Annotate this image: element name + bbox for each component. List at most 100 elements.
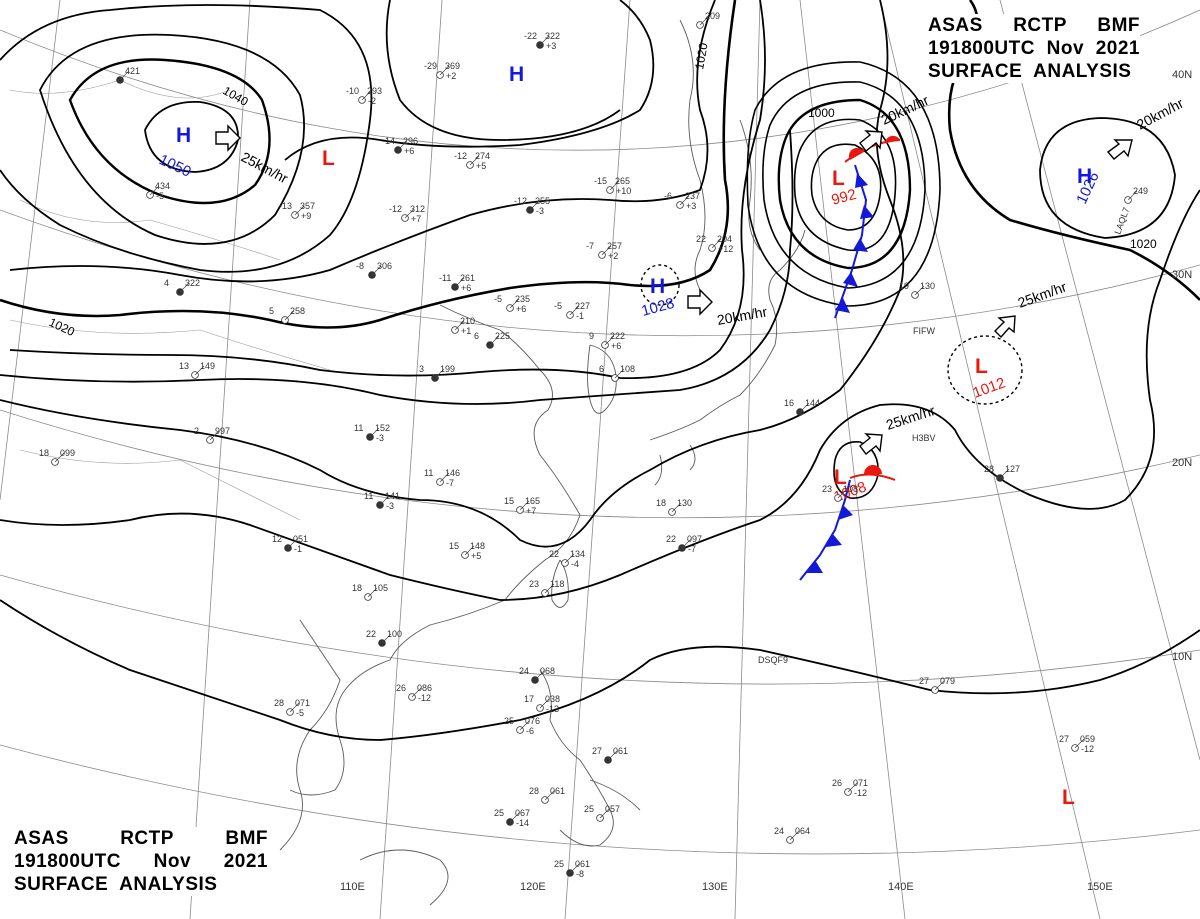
station-plot: 26 071-12 bbox=[832, 778, 868, 798]
station-pressure: 255 bbox=[535, 196, 550, 206]
station-pressure: 071 bbox=[853, 778, 868, 788]
station-temp: -7 bbox=[586, 241, 594, 251]
wind-barb bbox=[381, 633, 392, 644]
station-pressure: 118 bbox=[550, 579, 564, 589]
motion-arrow-icon bbox=[215, 124, 241, 152]
parallel bbox=[0, 574, 1200, 685]
wind-barb bbox=[999, 468, 1010, 479]
station-pressure: 199 bbox=[440, 364, 455, 374]
wind-barb bbox=[789, 830, 800, 841]
wind-barb bbox=[914, 285, 925, 296]
high-center-1028: H bbox=[650, 275, 665, 298]
wind-barb bbox=[179, 282, 190, 293]
station-pressure: 204 bbox=[717, 234, 732, 244]
low-center-1008: L bbox=[834, 466, 847, 489]
station-plot: 24 068 bbox=[519, 666, 555, 684]
wind-barb bbox=[509, 298, 520, 309]
station-temp: 18 bbox=[656, 498, 666, 508]
ship-code: FIFW bbox=[913, 326, 935, 336]
station-pressure: 071 bbox=[295, 698, 310, 708]
station-temp: 27 bbox=[1059, 734, 1069, 744]
station-pressure: 312 bbox=[410, 204, 425, 214]
isobars bbox=[0, 0, 1200, 741]
header-year: 2021 bbox=[1095, 38, 1140, 59]
station-temp: 28 bbox=[274, 698, 284, 708]
wind-barb bbox=[539, 698, 550, 709]
wind-barb bbox=[671, 502, 682, 513]
wind-barb bbox=[289, 702, 300, 713]
station-pressure: 225 bbox=[495, 331, 510, 341]
isobar-south-1 bbox=[0, 0, 905, 548]
isobar-h1050-3 bbox=[39, 33, 305, 245]
station-plot: 27 079 bbox=[919, 676, 955, 694]
station-plot: 27 059-12 bbox=[1059, 734, 1095, 754]
wind-barb bbox=[529, 200, 540, 211]
station-tendency: +5 bbox=[471, 551, 481, 561]
station-temp: 25 bbox=[554, 859, 564, 869]
station-tendency: -12 bbox=[1081, 744, 1094, 754]
station-temp: -29 bbox=[424, 61, 437, 71]
station-pressure: 141 bbox=[385, 491, 400, 501]
station-temp: 27 bbox=[592, 746, 602, 756]
isobar-h1028 bbox=[640, 264, 680, 306]
wind-barb bbox=[371, 265, 382, 276]
wind-barb bbox=[599, 808, 610, 819]
isobar-mid-1 bbox=[9, 0, 716, 283]
station-tendency: -3 bbox=[376, 433, 384, 443]
wind-barb bbox=[454, 320, 465, 331]
station-temp: 12 bbox=[272, 534, 282, 544]
station-pressure: 105 bbox=[373, 583, 388, 593]
station-plot: -5 227-1 bbox=[554, 301, 590, 321]
isobar-l1012 bbox=[947, 335, 1023, 405]
station-plot: -8 306 bbox=[356, 261, 392, 279]
station-pressure: 051 bbox=[293, 534, 308, 544]
motion-arrow-icon bbox=[994, 315, 1016, 339]
parallel bbox=[0, 744, 1200, 855]
wind-barb bbox=[564, 553, 575, 564]
header-line-1: ASAS RCTP BMF bbox=[14, 827, 268, 850]
isobar-label: 1000 bbox=[808, 106, 835, 120]
high-center-1026: H bbox=[1077, 165, 1092, 188]
header-bottom-left: ASAS RCTP BMF 191800UTC Nov 2021 SURFACE… bbox=[14, 827, 268, 896]
station-plot: 6 225 bbox=[474, 331, 510, 349]
station-plot: -12 255-3 bbox=[514, 196, 550, 216]
station-plot: 11 152-3 bbox=[354, 423, 390, 443]
wind-barb bbox=[369, 427, 380, 438]
station-pressure: 421 bbox=[125, 66, 140, 76]
station-pressure: 144 bbox=[805, 398, 820, 408]
station-temp: 6 bbox=[474, 331, 479, 341]
station-pressure: 265 bbox=[615, 176, 630, 186]
low-center-2: L bbox=[1062, 786, 1075, 809]
station-pressure: 274 bbox=[475, 151, 490, 161]
station-tendency: +6 bbox=[461, 283, 471, 293]
station-temp: 19 bbox=[899, 281, 909, 291]
meridian bbox=[564, 0, 631, 919]
station-pressure: 149 bbox=[200, 361, 215, 371]
station-temp: 22 bbox=[549, 549, 559, 559]
station-pressure: 130 bbox=[677, 498, 692, 508]
station-pressure: 068 bbox=[540, 666, 555, 676]
lon-label: 140E bbox=[888, 881, 914, 893]
wind-barb bbox=[534, 670, 545, 681]
wind-barb bbox=[609, 180, 620, 191]
station-pressure: 061 bbox=[613, 746, 628, 756]
station-tendency: +7 bbox=[526, 506, 536, 516]
station-pressure: 249 bbox=[1133, 186, 1148, 196]
station-pressure: 057 bbox=[605, 804, 620, 814]
cold-front-tooth bbox=[838, 505, 853, 520]
isobar-992-1 bbox=[810, 143, 882, 231]
header-line-1: ASAS RCTP BMF bbox=[928, 14, 1140, 37]
warm-front-bump bbox=[885, 135, 900, 143]
wind-barb bbox=[361, 90, 372, 101]
station-pressure: 357 bbox=[300, 201, 315, 211]
station-plot: 5 258 bbox=[269, 306, 305, 324]
dashed-isobars bbox=[640, 264, 1023, 405]
ship-code: DSQF9 bbox=[758, 655, 788, 665]
station-tendency: -7 bbox=[688, 544, 696, 554]
isobar-upper-1 bbox=[0, 4, 373, 273]
wind-barb bbox=[544, 790, 555, 801]
wind-barb bbox=[411, 687, 422, 698]
station-pressure: 210 bbox=[460, 316, 475, 326]
station-plot: 19 130 bbox=[899, 281, 935, 299]
